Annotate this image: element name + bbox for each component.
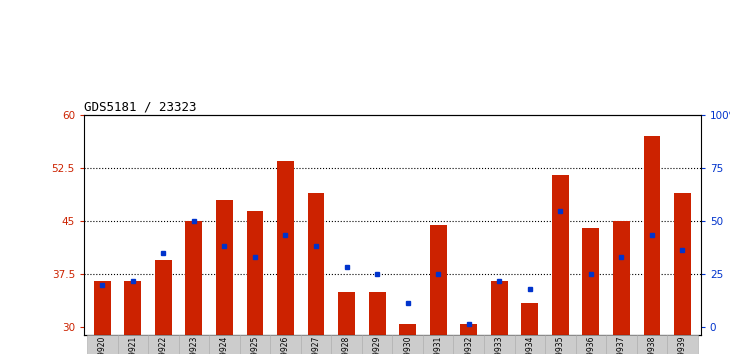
Text: GSM769937: GSM769937 xyxy=(617,336,626,354)
Bar xyxy=(552,175,569,335)
Bar xyxy=(155,260,172,335)
Bar xyxy=(369,292,385,335)
Text: GSM769938: GSM769938 xyxy=(648,336,656,354)
Bar xyxy=(362,335,393,354)
Bar xyxy=(515,335,545,354)
Bar xyxy=(453,335,484,354)
Bar xyxy=(491,281,507,335)
Bar xyxy=(423,335,453,354)
Text: GSM769923: GSM769923 xyxy=(189,336,199,354)
Text: GSM769930: GSM769930 xyxy=(403,336,412,354)
Text: GSM769921: GSM769921 xyxy=(128,336,137,354)
Bar xyxy=(277,161,294,335)
Bar xyxy=(247,211,264,335)
Bar xyxy=(461,324,477,335)
Bar xyxy=(216,200,233,335)
Text: GDS5181 / 23323: GDS5181 / 23323 xyxy=(84,101,196,114)
Bar xyxy=(430,225,447,335)
Text: GSM769934: GSM769934 xyxy=(526,336,534,354)
Text: GSM769927: GSM769927 xyxy=(312,336,320,354)
Text: GSM769922: GSM769922 xyxy=(159,336,168,354)
Bar xyxy=(179,335,210,354)
Bar xyxy=(393,335,423,354)
Bar xyxy=(270,335,301,354)
Bar xyxy=(521,303,538,335)
Bar xyxy=(148,335,179,354)
Bar xyxy=(338,292,355,335)
Text: GSM769931: GSM769931 xyxy=(434,336,442,354)
Bar xyxy=(667,335,698,354)
Bar xyxy=(331,335,362,354)
Bar xyxy=(239,335,270,354)
Text: GSM769939: GSM769939 xyxy=(678,336,687,354)
Text: GSM769936: GSM769936 xyxy=(586,336,596,354)
Bar xyxy=(301,335,331,354)
Text: GSM769924: GSM769924 xyxy=(220,336,229,354)
Bar xyxy=(484,335,515,354)
Bar xyxy=(185,221,202,335)
Bar xyxy=(575,335,606,354)
Text: GSM769925: GSM769925 xyxy=(250,336,259,354)
Text: GSM769935: GSM769935 xyxy=(556,336,565,354)
Bar xyxy=(606,335,637,354)
Text: GSM769920: GSM769920 xyxy=(98,336,107,354)
Bar xyxy=(210,335,239,354)
Bar xyxy=(674,193,691,335)
Text: GSM769928: GSM769928 xyxy=(342,336,351,354)
Text: GSM769932: GSM769932 xyxy=(464,336,473,354)
Bar xyxy=(94,281,111,335)
Text: GSM769926: GSM769926 xyxy=(281,336,290,354)
Bar xyxy=(637,335,667,354)
Bar xyxy=(545,335,575,354)
Bar xyxy=(399,324,416,335)
Bar xyxy=(644,136,661,335)
Bar xyxy=(124,281,141,335)
Bar xyxy=(583,228,599,335)
Bar xyxy=(307,193,324,335)
Text: GSM769933: GSM769933 xyxy=(495,336,504,354)
Bar xyxy=(118,335,148,354)
Bar xyxy=(87,335,118,354)
Bar xyxy=(613,221,630,335)
Text: GSM769929: GSM769929 xyxy=(372,336,382,354)
